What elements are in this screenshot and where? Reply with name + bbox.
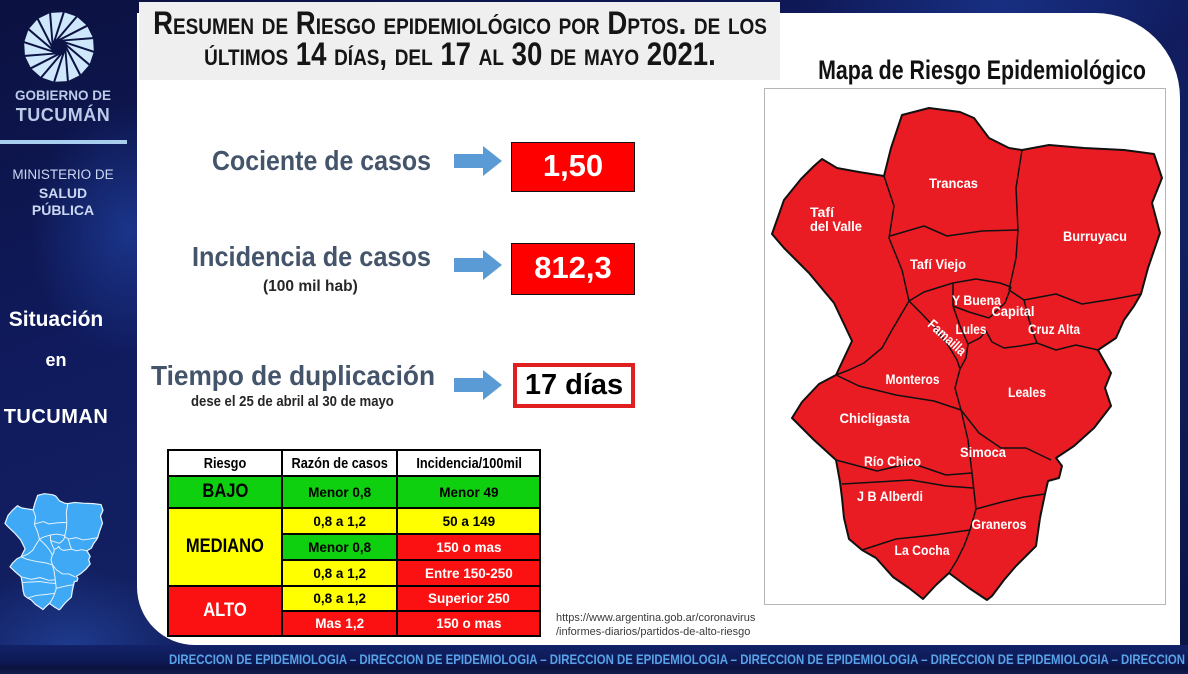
svg-text:Río Chico: Río Chico (864, 453, 921, 469)
svg-text:Monteros: Monteros (886, 371, 940, 387)
svg-text:La Cocha: La Cocha (895, 542, 950, 558)
svg-text:Simoca: Simoca (960, 444, 1006, 460)
svg-text:J B Alberdi: J B Alberdi (857, 488, 923, 504)
svg-text:Leales: Leales (1008, 384, 1046, 400)
svg-text:Burruyacu: Burruyacu (1063, 228, 1127, 244)
svg-text:Capital: Capital (992, 303, 1035, 319)
svg-text:Chicligasta: Chicligasta (840, 410, 910, 426)
svg-text:Graneros: Graneros (972, 516, 1027, 532)
svg-text:Tafí Viejo: Tafí Viejo (910, 256, 966, 272)
svg-text:Lules: Lules (956, 321, 987, 337)
svg-text:Tafí: Tafí (810, 204, 835, 220)
svg-text:Trancas: Trancas (929, 175, 978, 191)
svg-text:Y Buena: Y Buena (952, 292, 1001, 308)
svg-text:Cruz Alta: Cruz Alta (1028, 321, 1080, 337)
svg-text:del Valle: del Valle (810, 218, 862, 234)
